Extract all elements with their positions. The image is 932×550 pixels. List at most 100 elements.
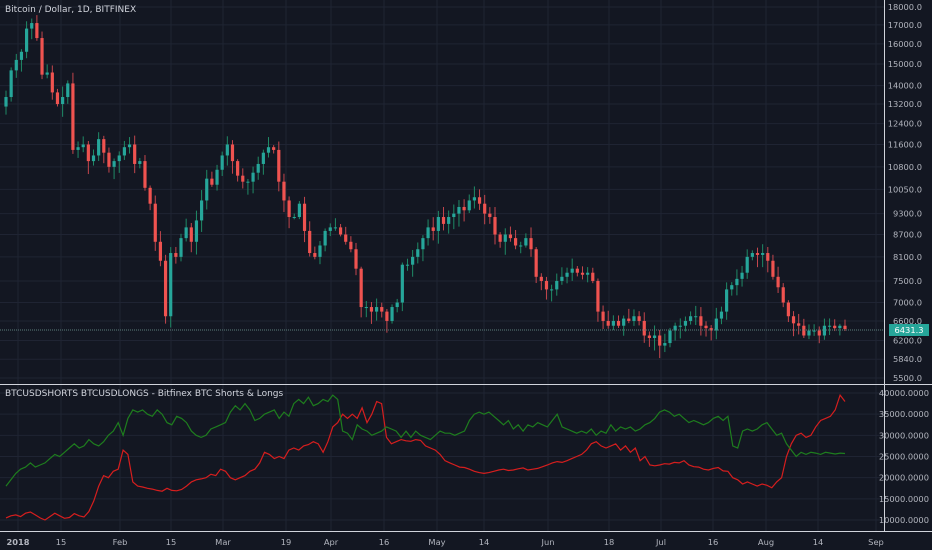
candle-body-17 bbox=[91, 155, 96, 162]
candle-body-89 bbox=[462, 206, 466, 211]
candle-body-104 bbox=[539, 276, 543, 281]
price-tick-18: 5500.0 bbox=[893, 373, 922, 383]
candle-body-130 bbox=[673, 325, 677, 331]
time-tick-16: Sep bbox=[868, 537, 884, 547]
time-tick-3: 15 bbox=[166, 537, 177, 547]
candle-body-118 bbox=[611, 320, 615, 326]
candle-body-49 bbox=[256, 163, 260, 173]
candle-body-14 bbox=[76, 147, 80, 150]
candle-body-134 bbox=[694, 316, 698, 318]
candle-body-124 bbox=[642, 320, 646, 336]
indicator-axis-labels: 40000.0000 35000.0000 30000.0000 25000.0000… bbox=[879, 388, 929, 525]
grid bbox=[0, 0, 884, 531]
price-tick-9: 10050.0 bbox=[888, 184, 922, 194]
candle-body-31 bbox=[163, 260, 168, 317]
candle-body-83 bbox=[431, 227, 435, 231]
time-tick-14: Aug bbox=[758, 537, 774, 547]
candle-body-157 bbox=[812, 330, 816, 332]
candle-body-135 bbox=[699, 316, 703, 326]
candle-body-27 bbox=[143, 161, 147, 188]
candle-body-58 bbox=[302, 203, 307, 231]
candle-body-150 bbox=[776, 276, 780, 288]
candle-body-73 bbox=[380, 307, 384, 312]
candle-body-77 bbox=[400, 264, 404, 303]
candle-body-6 bbox=[35, 23, 39, 39]
candle-body-56 bbox=[292, 217, 296, 219]
candle-body-148 bbox=[766, 253, 770, 261]
candle-body-113 bbox=[586, 272, 590, 275]
candle-body-122 bbox=[632, 316, 636, 321]
candle-body-116 bbox=[601, 311, 605, 321]
candle-body-85 bbox=[441, 217, 446, 224]
candle-body-29 bbox=[153, 203, 157, 242]
candle-body-9 bbox=[50, 72, 54, 93]
candles bbox=[4, 15, 847, 359]
candle-body-152 bbox=[786, 302, 790, 317]
candle-body-139 bbox=[719, 311, 724, 319]
indicator-tick-3: 25000.0000 bbox=[879, 452, 929, 462]
price-tick-11: 8700.0 bbox=[893, 230, 922, 240]
candle-body-67 bbox=[349, 241, 353, 250]
price-axis-labels: 18000.0 17000.0 16000.0 15000.0 14000.0 13200… bbox=[888, 2, 922, 383]
candle-body-35 bbox=[184, 227, 188, 239]
price-tick-5: 13200.0 bbox=[888, 99, 922, 109]
candle-body-78 bbox=[405, 264, 410, 266]
candle-body-93 bbox=[483, 203, 487, 214]
candle-body-126 bbox=[652, 335, 657, 338]
time-tick-5: 19 bbox=[281, 537, 292, 547]
candle-body-37 bbox=[194, 220, 199, 242]
indicator-tick-1: 35000.0000 bbox=[879, 409, 929, 419]
candle-body-69 bbox=[359, 268, 363, 308]
indicator-title: BTCUSDSHORTS BTCUSDLONGS - Bitfinex BTC … bbox=[5, 389, 284, 399]
time-tick-10: Jun bbox=[541, 537, 555, 547]
indicator-tick-2: 30000.0000 bbox=[879, 430, 929, 440]
candle-body-100 bbox=[519, 245, 523, 247]
price-tick-8: 10800.0 bbox=[888, 162, 922, 172]
candle-body-4 bbox=[24, 28, 29, 52]
candle-body-138 bbox=[714, 318, 718, 331]
candle-body-140 bbox=[725, 289, 729, 312]
candle-body-129 bbox=[668, 330, 672, 344]
price-tick-7: 11600.0 bbox=[888, 139, 922, 149]
time-tick-0: 2018 bbox=[6, 537, 29, 547]
candle-body-0 bbox=[4, 97, 8, 107]
candle-body-52 bbox=[272, 147, 276, 150]
candle-body-137 bbox=[709, 328, 713, 331]
time-tick-4: Mar bbox=[215, 537, 231, 547]
time-tick-6: Apr bbox=[324, 537, 339, 547]
candle-body-72 bbox=[375, 307, 379, 312]
candle-body-36 bbox=[189, 227, 193, 242]
price-tick-14: 7000.0 bbox=[893, 298, 922, 308]
candle-body-132 bbox=[683, 320, 688, 326]
candle-body-108 bbox=[560, 276, 564, 281]
candle-body-111 bbox=[575, 268, 579, 273]
candle-body-51 bbox=[266, 147, 271, 153]
price-tick-6: 12400.0 bbox=[888, 119, 922, 129]
candle-body-71 bbox=[369, 307, 374, 312]
candle-body-82 bbox=[426, 227, 430, 239]
indicator-tick-6: 10000.0000 bbox=[879, 515, 929, 525]
candle-body-45 bbox=[236, 161, 240, 176]
candle-body-125 bbox=[647, 335, 652, 338]
price-tick-13: 7500.0 bbox=[893, 276, 922, 286]
candle-body-160 bbox=[827, 325, 832, 327]
candle-body-54 bbox=[282, 181, 286, 201]
candle-body-87 bbox=[452, 213, 456, 218]
candle-body-156 bbox=[807, 330, 811, 336]
price-tick-12: 8100.0 bbox=[893, 252, 922, 262]
candle-body-5 bbox=[30, 23, 34, 29]
price-tick-1: 17000.0 bbox=[888, 20, 922, 30]
candle-body-106 bbox=[550, 289, 554, 291]
price-tick-2: 16000.0 bbox=[888, 39, 922, 49]
candle-body-131 bbox=[678, 325, 682, 327]
candle-body-120 bbox=[622, 318, 626, 326]
candle-body-20 bbox=[107, 152, 111, 167]
candle-body-81 bbox=[421, 238, 425, 250]
candle-body-48 bbox=[251, 172, 255, 182]
candle-body-12 bbox=[66, 83, 70, 98]
candle-body-154 bbox=[797, 323, 801, 326]
candle-body-53 bbox=[277, 149, 281, 182]
candle-body-30 bbox=[158, 241, 163, 261]
price-tick-15: 6600.0 bbox=[893, 316, 922, 326]
